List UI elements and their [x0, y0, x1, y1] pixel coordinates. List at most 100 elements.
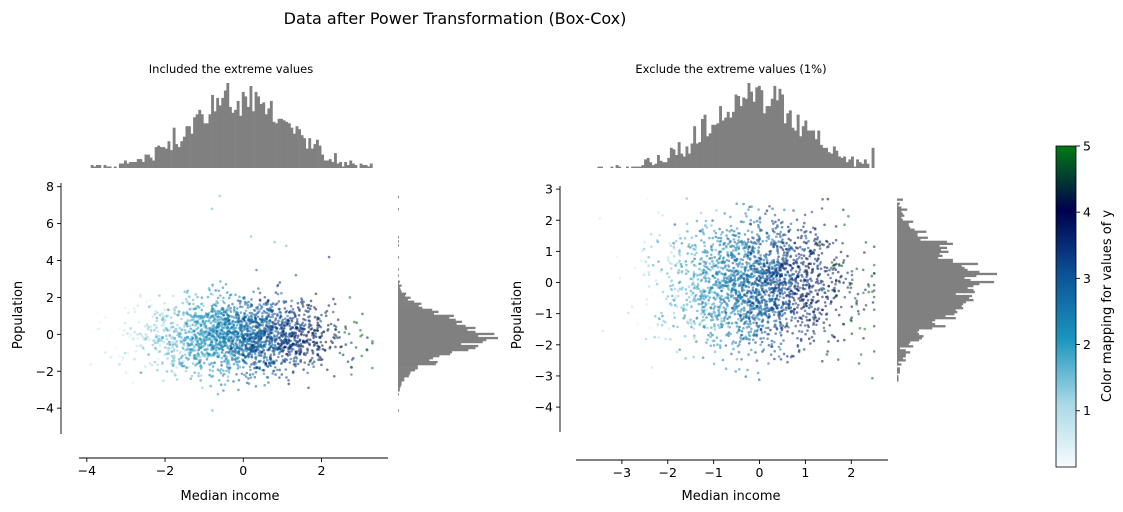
- y-histogram-bar: [897, 224, 909, 227]
- data-point: [825, 317, 828, 321]
- data-point: [228, 314, 232, 318]
- data-point: [287, 382, 291, 386]
- data-point: [739, 270, 743, 274]
- data-point: [683, 316, 686, 320]
- data-point: [733, 279, 737, 283]
- data-point: [266, 299, 270, 303]
- data-point: [235, 316, 239, 320]
- data-point: [765, 309, 769, 313]
- data-point: [636, 322, 639, 326]
- data-point: [208, 373, 211, 377]
- data-point: [215, 339, 219, 342]
- data-point: [850, 332, 854, 336]
- data-point: [864, 304, 868, 307]
- data-point: [771, 277, 775, 281]
- x-histogram-bar: [669, 147, 673, 168]
- data-point: [686, 320, 689, 324]
- data-point: [790, 295, 794, 299]
- data-point: [203, 355, 206, 358]
- data-point: [105, 339, 109, 342]
- data-point: [252, 290, 255, 294]
- data-point: [684, 272, 688, 276]
- data-point: [694, 245, 698, 249]
- data-point: [755, 298, 758, 301]
- data-point: [246, 334, 249, 338]
- data-point: [758, 238, 761, 241]
- data-point: [233, 310, 236, 313]
- data-point: [799, 316, 803, 320]
- data-point: [727, 278, 731, 281]
- data-point: [751, 301, 755, 305]
- data-point: [228, 363, 231, 366]
- data-point: [245, 321, 248, 325]
- data-point: [239, 300, 242, 303]
- data-point: [677, 268, 681, 272]
- data-point: [819, 281, 823, 285]
- data-point: [692, 286, 696, 290]
- data-point: [738, 340, 742, 343]
- data-point: [812, 329, 815, 333]
- x-histogram-bar: [106, 166, 109, 168]
- data-point: [210, 335, 214, 338]
- data-point: [711, 333, 714, 337]
- data-point: [817, 317, 821, 321]
- data-point: [717, 280, 721, 284]
- data-point: [163, 308, 166, 311]
- data-point: [712, 344, 716, 347]
- data-point: [800, 228, 803, 232]
- data-point: [316, 326, 319, 330]
- data-point: [224, 283, 228, 286]
- data-point: [262, 349, 265, 352]
- data-point: [710, 312, 714, 316]
- data-point: [776, 225, 779, 229]
- data-point: [780, 305, 784, 309]
- data-point: [304, 323, 307, 327]
- data-point: [768, 278, 772, 282]
- y-tick-label: 2: [545, 213, 553, 228]
- data-point: [176, 349, 179, 352]
- data-point: [238, 325, 242, 329]
- data-point: [834, 278, 838, 282]
- data-point: [309, 304, 313, 308]
- data-point: [201, 386, 204, 390]
- x-histogram-bar: [856, 159, 859, 168]
- data-point: [813, 316, 817, 319]
- data-point: [808, 284, 812, 288]
- data-point: [156, 319, 160, 322]
- data-point: [816, 264, 819, 268]
- data-point: [658, 233, 661, 237]
- data-point: [673, 316, 676, 320]
- data-point: [161, 312, 164, 315]
- data-point: [774, 220, 777, 224]
- data-point: [766, 261, 769, 265]
- data-point: [807, 337, 811, 341]
- data-point: [801, 275, 804, 279]
- data-point: [757, 223, 760, 227]
- data-point: [780, 281, 783, 285]
- data-point: [709, 268, 712, 272]
- data-point: [753, 265, 756, 268]
- data-point: [804, 234, 807, 238]
- data-point: [720, 289, 723, 293]
- data-point: [211, 340, 214, 344]
- data-point: [657, 336, 660, 339]
- data-point: [288, 311, 291, 314]
- data-point: [818, 311, 821, 315]
- y-tick-label: −4: [36, 401, 54, 416]
- data-point: [765, 209, 769, 212]
- data-point: [151, 343, 155, 347]
- data-point: [758, 277, 762, 280]
- data-point: [771, 310, 775, 313]
- data-point: [722, 243, 725, 246]
- data-point: [162, 341, 166, 344]
- data-point: [203, 348, 206, 352]
- data-point: [719, 239, 723, 243]
- data-point: [761, 268, 765, 272]
- data-point: [771, 207, 774, 210]
- data-point: [729, 269, 732, 272]
- data-point: [719, 285, 723, 289]
- data-point: [709, 253, 713, 256]
- y-histogram-bar: [398, 373, 410, 376]
- data-point: [722, 275, 726, 279]
- data-point: [872, 263, 876, 267]
